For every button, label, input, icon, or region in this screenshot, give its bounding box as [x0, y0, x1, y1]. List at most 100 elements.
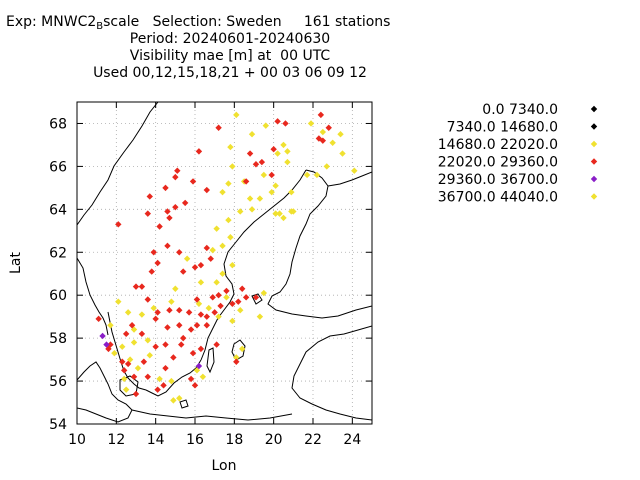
- y-tick-label: 64: [49, 202, 67, 218]
- legend-label: 7340.0 14680.0: [447, 120, 558, 136]
- station-marker: [223, 287, 230, 295]
- title-used: Used 00,12,15,18,21 + 00 03 06 09 12: [93, 65, 367, 81]
- coastline: [77, 102, 372, 423]
- station-marker: [227, 143, 234, 151]
- station-marker: [170, 397, 177, 404]
- station-marker: [197, 261, 205, 269]
- legend-label: 36700.0 44040.0: [438, 190, 558, 206]
- norway-coast: [77, 102, 159, 226]
- station-marker: [176, 249, 183, 256]
- station-marker: [229, 261, 236, 269]
- y-tick-label: 56: [49, 374, 67, 390]
- station-marker: [130, 373, 138, 380]
- station-marker: [134, 364, 142, 372]
- station-marker: [272, 210, 279, 217]
- station-marker: [107, 341, 114, 348]
- x-tick-label: 24: [343, 432, 361, 448]
- station-marker: [176, 322, 183, 329]
- station-marker: [225, 216, 232, 224]
- axis-ticks: 10 12 14 16 18 20 22 24 54 56 58 60 62 64 66 68: [49, 102, 372, 448]
- station-marker: [156, 375, 163, 383]
- station-marker: [248, 206, 256, 213]
- station-marker: [199, 373, 207, 380]
- station-marker: [152, 343, 159, 350]
- station-marker: [203, 322, 210, 329]
- station-marker: [313, 171, 321, 179]
- station-marker: [211, 309, 218, 316]
- station-marker: [233, 111, 240, 119]
- station-marker: [95, 315, 102, 323]
- station-marker: [162, 364, 169, 372]
- station-marker: [315, 135, 323, 142]
- station-marker: [252, 294, 260, 301]
- station-marker: [268, 188, 275, 196]
- station-marker: [207, 255, 214, 262]
- station-marker: [148, 268, 155, 275]
- station-marker: [180, 268, 187, 275]
- station-marker: [121, 367, 128, 374]
- denmark-coast: [77, 361, 133, 423]
- x-tick-label: 14: [147, 432, 165, 448]
- legend-marker: [590, 105, 598, 113]
- station-marker: [195, 362, 203, 370]
- legend-label: 14680.0 22020.0: [438, 137, 558, 153]
- station-marker: [325, 124, 332, 131]
- station-marker: [128, 322, 136, 329]
- station-marker: [307, 120, 315, 127]
- station-marker: [203, 244, 210, 252]
- station-marker: [124, 309, 132, 316]
- x-tick-label: 12: [107, 432, 125, 448]
- station-marker: [223, 294, 230, 301]
- station-marker: [239, 345, 246, 353]
- station-marker: [233, 358, 240, 365]
- station-marker: [152, 315, 159, 323]
- station-marker: [164, 242, 171, 250]
- station-marker: [225, 180, 232, 187]
- station-marker: [154, 259, 161, 267]
- station-marker: [103, 341, 110, 348]
- station-marker: [219, 270, 226, 277]
- station-marker: [174, 167, 181, 174]
- finland-north-coast: [327, 171, 372, 187]
- y-tick-label: 60: [49, 288, 67, 304]
- station-marker: [213, 279, 220, 286]
- station-marker: [246, 195, 254, 202]
- station-marker: [132, 390, 140, 398]
- station-marker: [248, 131, 256, 138]
- station-marker: [272, 182, 279, 189]
- station-marker: [187, 375, 195, 383]
- station-marker: [290, 208, 297, 215]
- station-marker: [187, 326, 195, 333]
- y-tick-label: 62: [49, 245, 67, 261]
- station-marker: [217, 302, 224, 310]
- station-marker: [215, 313, 222, 320]
- station-marker: [209, 246, 216, 254]
- station-marker: [276, 210, 283, 217]
- legend-marker: [590, 175, 598, 183]
- station-marker: [138, 330, 146, 338]
- station-marker: [203, 186, 210, 194]
- station-marker: [242, 294, 250, 301]
- station-marker: [140, 358, 148, 365]
- y-tick-label: 68: [49, 116, 67, 132]
- gotland: [231, 339, 246, 361]
- station-marker: [124, 360, 132, 368]
- station-marker: [183, 255, 191, 262]
- station-marker: [280, 214, 287, 222]
- station-marker: [107, 322, 114, 329]
- station-marker: [122, 386, 130, 393]
- station-marker: [258, 158, 266, 166]
- station-marker: [180, 334, 187, 342]
- station-marker: [191, 382, 199, 389]
- station-marker: [115, 221, 122, 228]
- bornholm: [179, 399, 189, 409]
- station-marker: [146, 352, 153, 359]
- station-marker: [351, 167, 358, 174]
- title-measure: Visibility mae [m] at 00 UTC: [129, 48, 331, 64]
- station-marker: [197, 279, 205, 286]
- station-marker: [227, 234, 234, 241]
- station-marker: [172, 203, 179, 211]
- x-tick-label: 22: [304, 432, 322, 448]
- station-marker: [339, 150, 346, 157]
